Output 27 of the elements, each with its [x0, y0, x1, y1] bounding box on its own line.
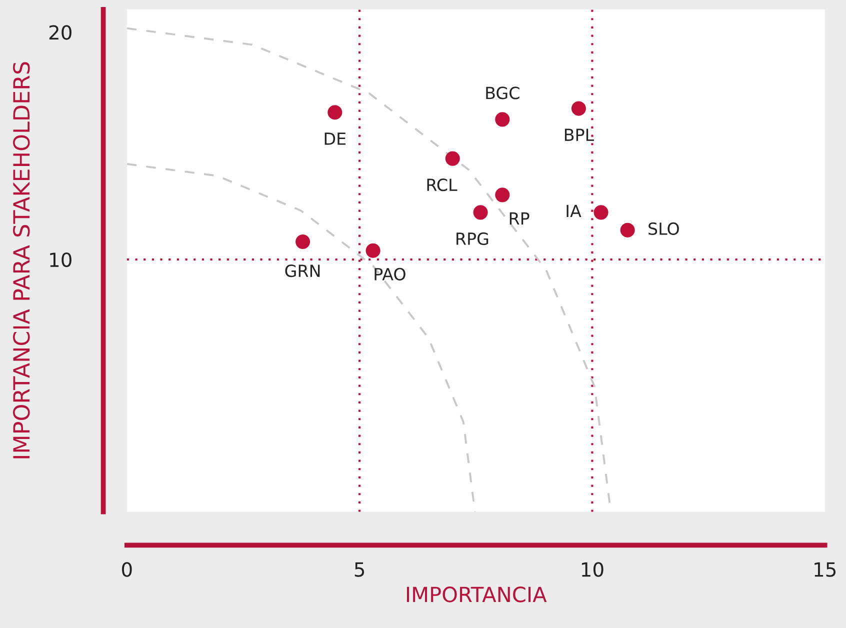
annotation: PAO — [374, 268, 406, 280]
annotation: DE — [324, 132, 346, 145]
point — [296, 234, 310, 250]
x-tick-label: 0 — [122, 562, 132, 577]
annotation: IA — [566, 204, 582, 218]
annotation: RPG — [456, 232, 488, 246]
point — [473, 205, 488, 220]
annotation: RCL — [427, 178, 458, 192]
annotation: GRN — [285, 264, 320, 278]
point — [328, 105, 342, 120]
y-tick-label: 20 — [49, 25, 72, 40]
annotation: BPL — [564, 128, 594, 141]
annotation: SLO — [648, 222, 679, 235]
point — [620, 222, 635, 238]
y-axis-title: IMPORTANCIA PARA STAKEHOLDERS — [12, 62, 30, 458]
point — [495, 112, 510, 127]
x-axis-title: IMPORTANCIA — [406, 586, 547, 602]
point — [445, 151, 460, 166]
annotation: RP — [510, 212, 530, 225]
annotation: BGC — [486, 86, 520, 100]
x-tick-label: 15 — [814, 562, 836, 577]
point — [594, 205, 608, 220]
point — [495, 188, 510, 202]
x-tick-label: 5 — [354, 562, 364, 577]
point — [366, 243, 380, 258]
x-tick-label: 10 — [582, 562, 604, 577]
point — [571, 101, 586, 116]
